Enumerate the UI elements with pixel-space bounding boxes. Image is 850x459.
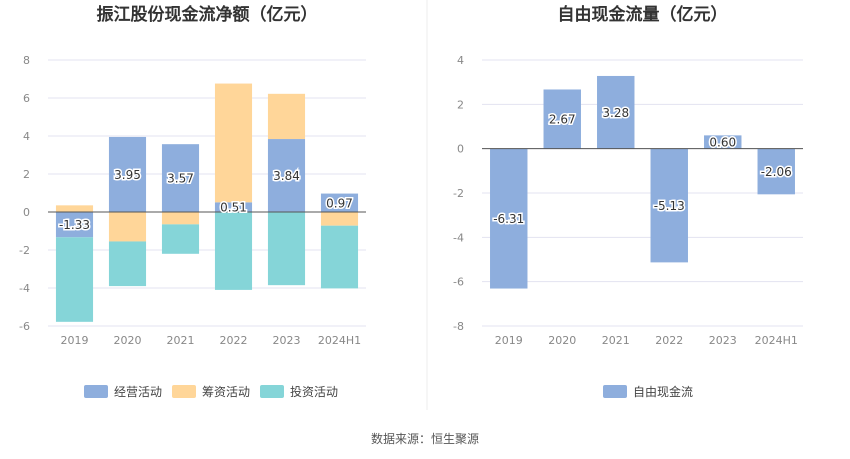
chart-free-cash-flow: 自由现金流量（亿元） -8 -6 -4 -2 0 2 4 -6.31 2.67 3.28 -5.13 0… (453, 4, 803, 399)
bar (161, 144, 200, 212)
bar (267, 139, 306, 212)
bar (108, 241, 147, 287)
x-tick-label: 2021 (167, 334, 195, 347)
data-label: -2.06 (761, 165, 792, 179)
chart-title: 自由现金流量（亿元） (558, 4, 728, 25)
y-tick-label: 0 (23, 206, 30, 219)
x-tick-label: 2022 (655, 334, 683, 347)
legend-label: 投资活动 (290, 384, 338, 399)
bar (214, 83, 253, 203)
bar (214, 202, 253, 212)
bar (267, 93, 306, 140)
x-tick-label: 2024H1 (755, 334, 798, 347)
data-label: 0.51 (220, 201, 247, 215)
bar (320, 225, 359, 289)
bar (161, 212, 200, 225)
y-tick-label: 2 (457, 98, 464, 111)
x-tick-label: 2023 (273, 334, 301, 347)
x-tick-label: 2019 (495, 334, 523, 347)
data-label: -5.13 (654, 199, 685, 213)
x-tick-label: 2022 (220, 334, 248, 347)
bar (108, 136, 147, 212)
bar (320, 193, 359, 212)
legend-label: 自由现金流 (633, 384, 693, 399)
bar (55, 237, 94, 322)
bar (543, 89, 581, 149)
legend-label: 筹资活动 (202, 385, 250, 399)
y-tick-label: -6 (19, 320, 30, 333)
bar (320, 212, 359, 226)
x-tick-label: 2021 (602, 334, 630, 347)
legend-label: 经营活动 (114, 385, 162, 399)
y-tick-label: 8 (23, 54, 30, 67)
data-label: 3.57 (167, 172, 194, 186)
y-tick-label: -2 (19, 244, 30, 257)
x-tick-label: 2020 (548, 334, 576, 347)
data-label: 3.28 (602, 106, 629, 120)
legend-swatch (603, 385, 627, 398)
y-tick-label: 0 (457, 143, 464, 156)
bar (704, 135, 742, 149)
y-tick-label: 4 (457, 54, 464, 67)
bar (108, 212, 147, 242)
y-tick-label: -2 (453, 187, 464, 200)
data-label: 2.67 (549, 113, 576, 127)
y-tick-label: 4 (23, 130, 30, 143)
bar (267, 212, 306, 286)
y-tick-label: 6 (23, 92, 30, 105)
data-label: 3.84 (273, 169, 300, 183)
data-label: -6.31 (493, 212, 524, 226)
bar (161, 224, 200, 254)
y-tick-label: -8 (453, 320, 464, 333)
bar (757, 148, 795, 195)
bar (55, 205, 94, 212)
bar (597, 75, 635, 149)
data-source-note: 数据来源：恒生聚源 (370, 432, 479, 446)
x-tick-label: 2023 (709, 334, 737, 347)
x-tick-label: 2020 (114, 334, 142, 347)
y-tick-label: -4 (453, 231, 464, 244)
data-label: 0.60 (709, 136, 736, 150)
bar (214, 212, 253, 290)
x-tick-label: 2019 (61, 334, 89, 347)
data-label: 0.97 (326, 196, 353, 210)
bar (650, 148, 688, 263)
chart-cash-flow-net: 振江股份现金流净额（亿元） -6 -4 -2 0 2 4 6 8 -1.33 3.95 3.57 0.5… (19, 4, 366, 399)
x-tick-label: 2024H1 (318, 334, 361, 347)
legend-swatch (172, 385, 196, 398)
legend-swatch (84, 385, 108, 398)
legend-swatch (260, 385, 284, 398)
chart-title: 振江股份现金流净额（亿元） (97, 4, 318, 25)
data-label: -1.33 (59, 218, 90, 232)
data-label: 3.95 (114, 168, 141, 182)
y-tick-label: -4 (19, 282, 30, 295)
y-tick-label: 2 (23, 168, 30, 181)
bar (55, 212, 94, 238)
y-tick-label: -6 (453, 276, 464, 289)
bar (490, 148, 528, 289)
